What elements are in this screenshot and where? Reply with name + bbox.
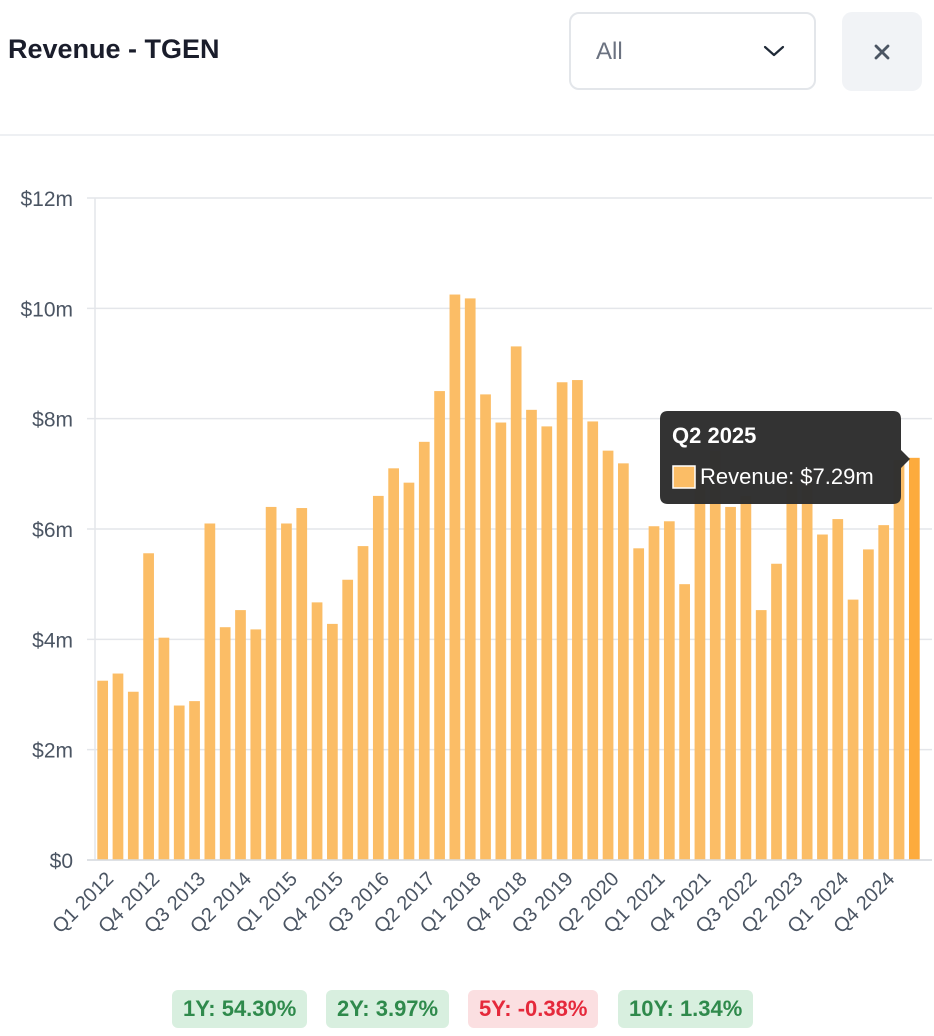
bar-q4-2016[interactable] (388, 468, 399, 860)
growth-badge-2y: 2Y: 3.97% (326, 990, 450, 1028)
period-select-value: All (596, 38, 623, 65)
bar-q1-2017[interactable] (403, 482, 415, 860)
bar-q2-2020[interactable] (602, 450, 614, 860)
tooltip-title: Q2 2025 (672, 423, 756, 448)
bar-q1-2024[interactable] (832, 519, 844, 860)
y-tick-label: $10m (20, 298, 73, 321)
bars (97, 294, 920, 860)
bar-q2-2014[interactable] (235, 610, 246, 860)
growth-badges: 1Y: 54.30% 2Y: 3.97% 5Y: -0.38% 10Y: 1.3… (0, 990, 934, 1030)
growth-badge-1y: 1Y: 54.30% (172, 990, 308, 1028)
bar-q3-2023[interactable] (801, 473, 813, 860)
bar-q1-2019[interactable] (526, 409, 537, 860)
bar-q4-2020[interactable] (633, 548, 645, 860)
y-tick-label: $2m (32, 740, 73, 763)
bar-q3-2017[interactable] (434, 391, 445, 860)
bar-q2-2013[interactable] (173, 705, 185, 860)
y-tick-label: $6m (32, 519, 73, 542)
bar-q4-2015[interactable] (327, 623, 338, 860)
bar-q3-2018[interactable] (495, 422, 507, 860)
bar-q3-2016[interactable] (372, 495, 384, 860)
growth-badge-5y: 5Y: -0.38% (468, 990, 599, 1028)
bar-q2-2018[interactable] (480, 394, 491, 860)
bar-q4-2014[interactable] (265, 506, 277, 860)
bar-q2-2016[interactable] (357, 546, 369, 860)
bar-q1-2015[interactable] (281, 523, 292, 860)
chart-tooltip: Q2 2025 Revenue: $7.29m (660, 411, 910, 504)
bar-q1-2022[interactable] (709, 450, 721, 860)
bar-q3-2022[interactable] (740, 495, 752, 860)
page-title: Revenue - TGEN (8, 34, 220, 64)
bar-q1-2014[interactable] (219, 627, 231, 860)
bar-q2-2019[interactable] (541, 426, 553, 860)
tooltip-value: Revenue: $7.29m (700, 464, 874, 489)
bar-q4-2024[interactable] (878, 525, 890, 860)
tooltip-box (660, 411, 910, 504)
y-tick-label: $12m (20, 188, 73, 211)
bar-q4-2019[interactable] (572, 380, 583, 860)
bar-q1-2021[interactable] (648, 526, 660, 860)
growth-badge-10y: 10Y: 1.34% (618, 990, 754, 1028)
bar-q1-2013[interactable] (158, 637, 170, 860)
bar-q1-2018[interactable] (464, 298, 476, 860)
bar-q2-2025[interactable] (908, 457, 920, 860)
chevron-down-icon (763, 45, 785, 57)
bar-q3-2019[interactable] (556, 382, 568, 860)
bar-q3-2013[interactable] (189, 701, 200, 860)
close-button[interactable] (842, 12, 922, 91)
bar-q2-2012[interactable] (112, 673, 124, 860)
y-axis-ticks: $0 $2m $4m $6m $8m $10m $12m (20, 188, 73, 873)
bar-q3-2015[interactable] (311, 602, 323, 860)
bar-q4-2012[interactable] (143, 553, 154, 860)
bar-q1-2012[interactable] (97, 680, 109, 860)
bar-q1-2025[interactable] (893, 460, 905, 860)
bar-q2-2021[interactable] (663, 521, 675, 860)
y-tick-label: $4m (32, 629, 73, 652)
bar-q2-2023[interactable] (786, 482, 798, 860)
bar-q3-2020[interactable] (618, 463, 629, 860)
bar-q1-2023[interactable] (771, 563, 782, 860)
bar-q4-2017[interactable] (449, 294, 461, 860)
bar-q2-2015[interactable] (296, 508, 308, 860)
axis-lines (87, 198, 932, 861)
bar-q1-2016[interactable] (342, 579, 354, 860)
bar-q1-2020[interactable] (587, 421, 599, 860)
bar-q4-2022[interactable] (755, 610, 767, 860)
y-tick-label: $0 (50, 850, 73, 873)
bar-q4-2021[interactable] (694, 473, 706, 860)
bar-q4-2023[interactable] (817, 534, 828, 860)
bar-q2-2017[interactable] (418, 441, 430, 860)
header-bar: Revenue - TGEN All (0, 0, 934, 136)
close-icon (874, 44, 890, 60)
bar-q4-2013[interactable] (204, 523, 216, 860)
bar-q2-2024[interactable] (847, 599, 859, 860)
y-tick-label: $8m (32, 409, 73, 432)
tooltip-legend-swatch (672, 465, 696, 489)
bar-q3-2014[interactable] (250, 629, 262, 860)
bar-q3-2021[interactable] (679, 584, 690, 860)
bar-q3-2024[interactable] (863, 549, 874, 860)
bar-q2-2022[interactable] (725, 506, 736, 860)
period-select[interactable]: All (569, 12, 816, 90)
bar-q3-2012[interactable] (127, 691, 139, 860)
bar-q4-2018[interactable] (510, 346, 522, 860)
